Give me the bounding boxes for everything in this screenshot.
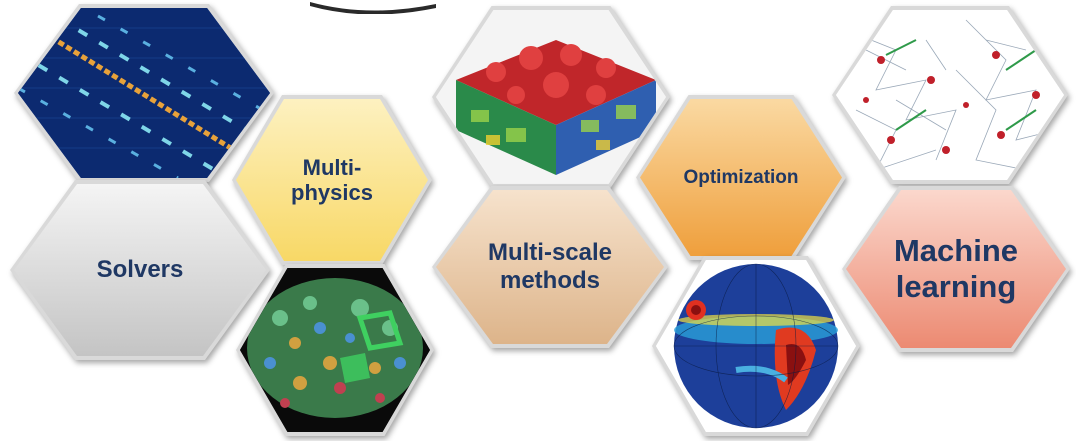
multiphysics-hex: Multi- physics [232,95,432,265]
particle-simulation-image-hex [236,264,434,436]
machine-learning-hex: Machine learning [842,186,1070,352]
globe-climate-image [656,260,856,432]
optimization-hex: Optimization [636,95,846,260]
optimization-label: Optimization [683,166,799,188]
swoosh-decoration [308,0,438,14]
solvers-label: Solvers [96,256,184,284]
particle-simulation-image [240,268,430,432]
mesh-image [836,10,1064,180]
multiscale-block-image-hex [432,6,670,188]
multiscale-hex: Multi-scale methods [432,186,668,348]
globe-climate-image-hex [652,256,860,436]
mesh-image-hex [832,6,1068,184]
multiscale-label: Multi-scale methods [487,239,613,294]
multiphysics-label: Multi- physics [291,154,373,205]
solvers-hex: Solvers [10,180,270,360]
machine-learning-label: Machine learning [893,233,1019,304]
multiscale-block-image [436,10,666,184]
